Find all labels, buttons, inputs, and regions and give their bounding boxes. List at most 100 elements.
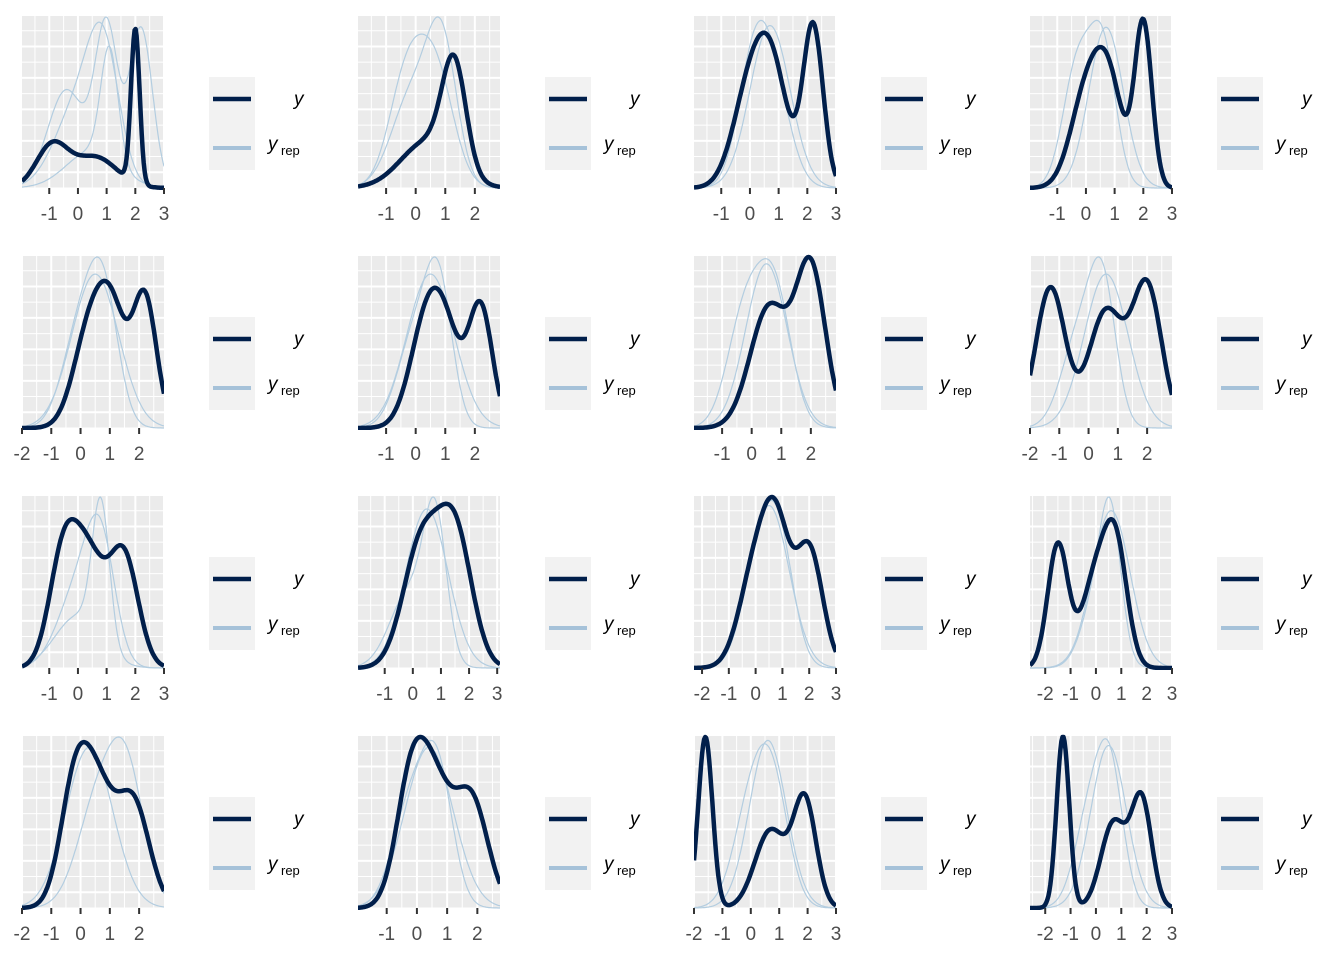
x-axis: -2 -1 0 1 2 3 (1037, 908, 1177, 945)
density-curves (22, 736, 164, 910)
yrep-curve-1 (358, 16, 500, 189)
legend-background (1217, 797, 1263, 890)
density-panel-13: -2 -1 0 1 2 y y rep (0, 720, 336, 960)
x-axis: -1 0 1 2 3 (41, 668, 169, 705)
x-tick-label: 2 (802, 924, 813, 945)
yrep-curve-2 (694, 743, 836, 909)
x-tick-label: -2 (694, 684, 711, 705)
density-plot-3: -1 0 1 2 3yy rep (694, 14, 977, 225)
density-plot-13: -2 -1 0 1 2yy rep (14, 734, 305, 945)
x-tick-label: -1 (41, 684, 58, 705)
legend-label-y: y (964, 809, 977, 830)
x-tick-label: 2 (802, 204, 813, 225)
grid-lines (1029, 254, 1172, 429)
legend-label-yrep: y (602, 374, 615, 395)
x-tick-label: 3 (492, 684, 503, 705)
yrep-curve-1 (358, 496, 500, 669)
density-curves (22, 496, 164, 669)
density-panel-7: -1 0 1 2 y y rep (672, 240, 1008, 480)
legend-label-y: y (1300, 89, 1313, 110)
x-axis: -1 0 1 2 3 (1049, 188, 1177, 225)
x-tick-label: -1 (41, 204, 58, 225)
y-curve (22, 516, 164, 669)
yrep-curve-1 (694, 19, 836, 189)
grid-lines (1030, 14, 1173, 189)
x-axis: -2 -1 0 1 2 (14, 428, 145, 465)
x-tick-label: 1 (101, 684, 112, 705)
y-curve (1030, 16, 1172, 190)
x-axis: -2 -1 0 1 2 3 (686, 908, 841, 945)
x-tick-label: -1 (1062, 684, 1079, 705)
legend: yy rep (881, 797, 977, 890)
yrep-curve-2 (22, 45, 164, 188)
x-tick-label: 1 (440, 204, 451, 225)
yrep-curve-1 (1030, 738, 1172, 909)
density-panel-6: -1 0 1 2 y y rep (336, 240, 672, 480)
y-curve (1030, 516, 1172, 670)
x-tick-label: -2 (1037, 924, 1054, 945)
y-curve (22, 278, 164, 430)
legend-label-yrep-sub: rep (1289, 623, 1308, 638)
x-tick-label: -2 (686, 924, 703, 945)
legend-label-yrep: y (1274, 614, 1287, 635)
x-tick-label: 1 (777, 684, 788, 705)
x-tick-label: -1 (43, 444, 60, 465)
legend-label-yrep: y (602, 614, 615, 635)
density-panel-9: -1 0 1 2 3 y y rep (0, 480, 336, 720)
x-tick-label: 1 (776, 444, 787, 465)
yrep-curve-1 (1030, 256, 1172, 429)
legend-label-y: y (964, 89, 977, 110)
legend-label-yrep: y (266, 134, 279, 155)
legend-label-yrep-sub: rep (617, 623, 636, 638)
legend-label-yrep: y (938, 374, 951, 395)
density-curves (22, 16, 164, 190)
yrep-curve-2 (1030, 510, 1172, 669)
legend: yy rep (881, 77, 977, 170)
y-curve (358, 285, 500, 430)
density-plot-7: -1 0 1 2yy rep (694, 254, 977, 465)
legend-label-yrep-sub: rep (281, 143, 300, 158)
x-tick-label: 2 (806, 444, 817, 465)
panel-background (358, 255, 500, 428)
density-plot-11: -2 -1 0 1 2 3yy rep (694, 494, 977, 705)
panel-background (1030, 15, 1172, 188)
x-tick-label: 2 (464, 684, 475, 705)
legend: yy rep (209, 317, 305, 410)
x-tick-label: 0 (750, 684, 761, 705)
legend-background (545, 797, 591, 890)
y-curve (694, 494, 836, 670)
density-panel-11: -2 -1 0 1 2 3 y y rep (672, 480, 1008, 720)
x-tick-label: 2 (134, 444, 145, 465)
x-tick-label: 1 (1113, 444, 1124, 465)
panel-background (694, 15, 836, 188)
density-plot-16: -2 -1 0 1 2 3yy rep (1030, 734, 1313, 945)
density-plot-9: -1 0 1 2 3yy rep (22, 494, 305, 705)
x-axis: -2 -1 0 1 2 (1022, 428, 1152, 465)
legend-label-yrep: y (266, 614, 279, 635)
legend-label-yrep-sub: rep (281, 863, 300, 878)
density-panel-8: -2 -1 0 1 2 y y rep (1008, 240, 1344, 480)
x-tick-label: 0 (75, 444, 86, 465)
yrep-curve-1 (22, 256, 164, 429)
legend-background (881, 77, 927, 170)
legend-label-yrep: y (1274, 134, 1287, 155)
x-tick-label: 3 (1167, 204, 1178, 225)
x-tick-label: 2 (470, 444, 481, 465)
legend-background (1217, 317, 1263, 410)
y-curve (1030, 734, 1172, 910)
legend-label-yrep-sub: rep (953, 863, 972, 878)
panel-background (358, 735, 500, 908)
x-tick-label: -2 (14, 924, 31, 945)
x-tick-label: 1 (105, 444, 116, 465)
legend-background (881, 797, 927, 890)
density-curves (22, 256, 164, 430)
x-tick-label: -1 (378, 444, 395, 465)
x-tick-label: 0 (75, 924, 86, 945)
panel-background (694, 255, 836, 428)
panel-background (22, 255, 164, 428)
x-tick-label: 0 (410, 204, 421, 225)
density-panel-1: -1 0 1 2 3 y y rep (0, 0, 336, 240)
legend: yy rep (545, 797, 641, 890)
legend-label-yrep-sub: rep (953, 383, 972, 398)
y-curve (694, 734, 836, 908)
